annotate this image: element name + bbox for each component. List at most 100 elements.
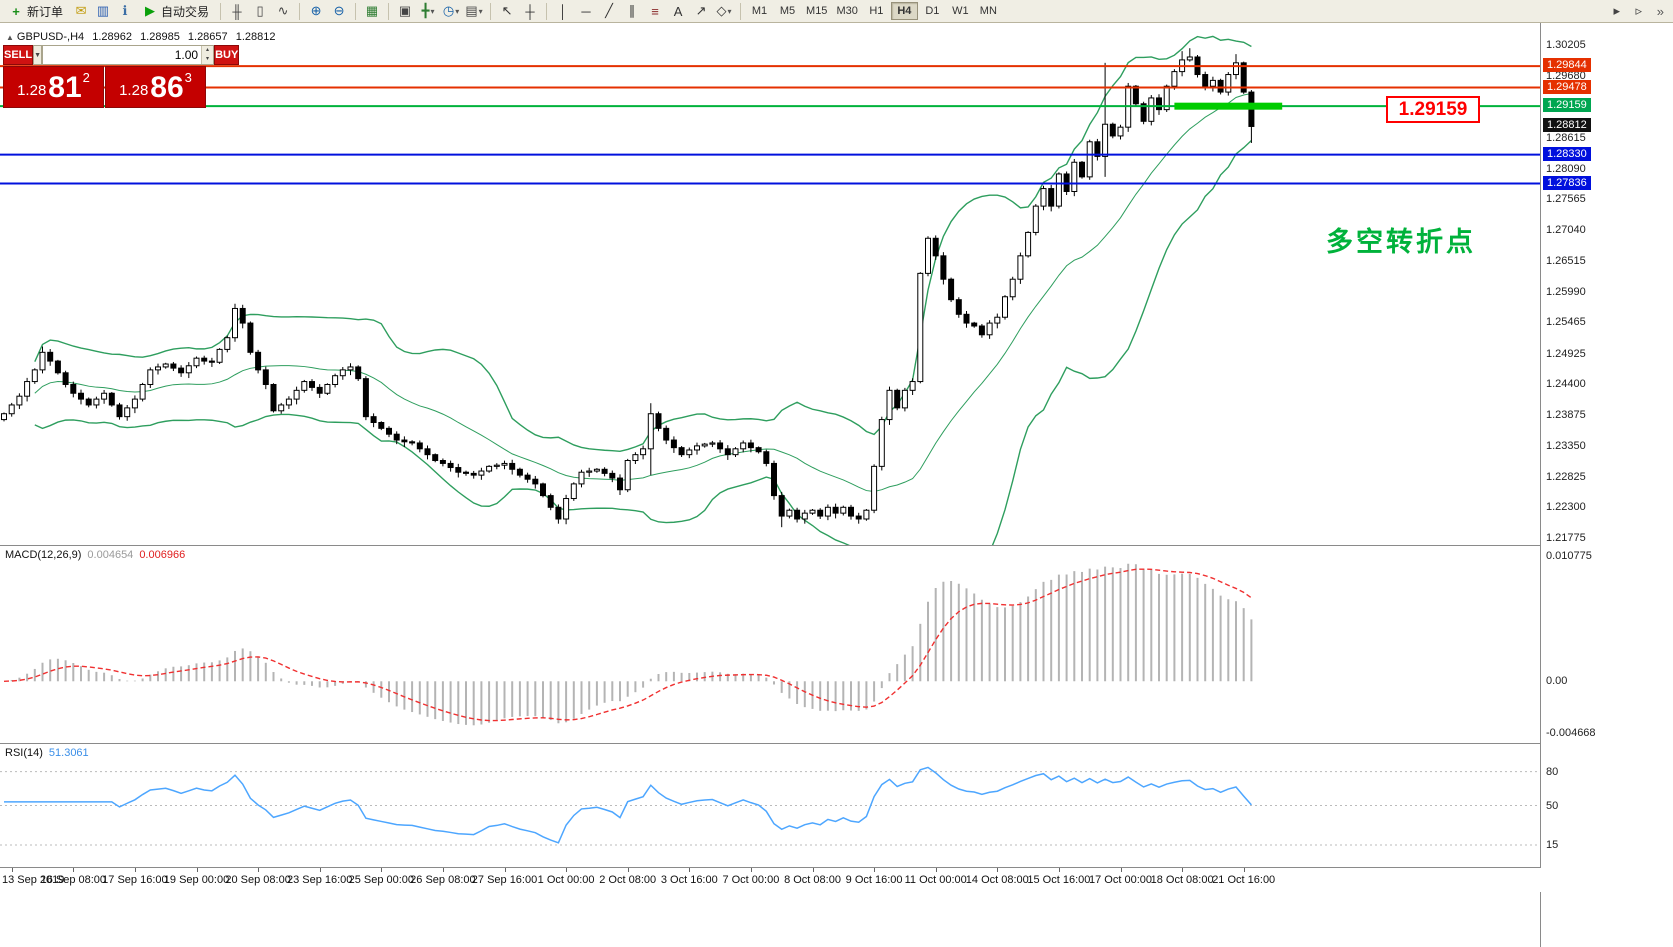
ohlc-open: 1.28962	[92, 31, 132, 43]
panel-separator-main-macd[interactable]	[0, 545, 1673, 546]
zoom-in-icon[interactable]: ⊕	[310, 3, 322, 18]
price-axis[interactable]: 1.30205 1.29680 1.28615 1.28090 1.27565 1.270…	[1540, 23, 1673, 947]
shapes-icon[interactable]: ◇ ▾	[716, 3, 732, 18]
text-icon[interactable]: A	[673, 3, 683, 19]
timeframe-m1-button[interactable]: M1	[751, 5, 768, 17]
dropdown-arrow-icon[interactable]: ▾	[455, 6, 460, 16]
timeframe-w1-button[interactable]: W1	[952, 5, 969, 17]
volume-box: ▴ ▾	[42, 45, 215, 65]
new-order-label: 新订单	[27, 4, 64, 19]
macd-label: MACD(12,26,9)	[5, 549, 82, 561]
toolbar-separator	[740, 2, 742, 20]
price-marker-label: 1.28812	[1543, 118, 1591, 133]
horizontal-line-icon[interactable]: ─	[581, 3, 591, 19]
tile-windows-icon[interactable]: ▣	[398, 3, 412, 18]
vertical-line-icon[interactable]: │	[558, 3, 568, 19]
dropdown-arrow-icon[interactable]: ▾	[478, 6, 483, 16]
macd-axis-min: -0.004668	[1546, 727, 1596, 739]
cursor-icon[interactable]: ↖	[501, 3, 513, 18]
time-tick	[73, 868, 75, 872]
ask-price-button[interactable]: 1.28 86 3	[105, 66, 206, 108]
time-label: 2 Oct 08:00	[599, 874, 657, 886]
price-tick-label: 1.22300	[1546, 501, 1586, 514]
ohlc-close: 1.28812	[235, 31, 276, 43]
timeframe-m15-button[interactable]: M15	[806, 5, 828, 17]
chart-ohlc-header: ▲ GBPUSD-,H4 1.28962 1.28985 1.28657 1.28…	[6, 31, 275, 43]
timeframe-d1-button[interactable]: D1	[925, 5, 940, 17]
indicators-icon[interactable]: ▤ ▾	[465, 3, 483, 18]
rsi-axis-label: 80	[1546, 765, 1559, 778]
time-tick	[874, 868, 876, 872]
crosshair-icon[interactable]: ┼	[525, 3, 535, 19]
price-tick-label: 1.26515	[1546, 254, 1586, 267]
time-label: 26 Sep 08:00	[410, 874, 476, 886]
timeframe-m5-button[interactable]: M5	[779, 5, 796, 17]
autotrading-label: 自动交易	[161, 4, 210, 19]
time-tick	[504, 868, 506, 872]
period-clock-icon[interactable]: ◷ ▾	[442, 3, 460, 18]
bid-price-button[interactable]: 1.28 81 2	[3, 66, 104, 108]
zoom-out-icon[interactable]: ⊖	[333, 3, 345, 18]
dropdown-arrow-icon[interactable]: ▾	[727, 6, 732, 16]
rsi-label: RSI(14)	[5, 747, 43, 759]
oneclick-collapse-icon[interactable]: ▲	[6, 33, 14, 42]
price-callout-label[interactable]: 1.29159	[1386, 96, 1480, 123]
bid-pip: 2	[82, 70, 90, 85]
macd-canvas[interactable]	[0, 546, 1540, 743]
sell-button[interactable]: SELL	[3, 45, 34, 65]
time-label: 9 Oct 16:00	[845, 874, 903, 886]
buy-button[interactable]: BUY	[214, 45, 240, 65]
symbol-label: GBPUSD-,H4	[16, 31, 85, 43]
market-watch-icon[interactable]: ▥	[96, 3, 110, 18]
arrow-tool-icon[interactable]: ↗	[695, 3, 707, 18]
rsi-canvas[interactable]	[0, 744, 1540, 867]
autotrading-button[interactable]: ▶ 自动交易	[137, 1, 215, 21]
timeframe-h1-button[interactable]: H1	[869, 5, 884, 17]
trendline-icon[interactable]: ╱	[605, 3, 613, 18]
time-label: 1 Oct 00:00	[537, 874, 595, 886]
volume-dropdown-icon[interactable]: ▼	[33, 45, 43, 65]
price-tick-label: 1.25990	[1546, 285, 1586, 298]
info-icon[interactable]: ℹ	[122, 3, 128, 18]
time-axis[interactable]: 13 Sep 2019 16 Sep 08:00 17 Sep 16:00 19 Se…	[0, 868, 1673, 892]
dropdown-arrow-icon[interactable]: ▾	[430, 6, 435, 16]
volume-up-icon[interactable]: ▴	[202, 46, 214, 55]
time-label: 14 Oct 08:00	[965, 874, 1029, 886]
timeframe-m30-button[interactable]: M30	[836, 5, 858, 17]
time-label: 15 Oct 16:00	[1027, 874, 1091, 886]
time-label: 27 Sep 16:00	[471, 874, 538, 886]
time-label: 17 Sep 16:00	[102, 874, 168, 886]
volume-down-icon[interactable]: ▾	[202, 55, 214, 64]
main-chart-canvas[interactable]	[0, 23, 1540, 545]
timeframe-h4-button[interactable]: H4	[890, 2, 918, 20]
channel-icon[interactable]: ∥	[628, 3, 636, 18]
timeframe-mn-button[interactable]: MN	[979, 5, 997, 17]
panel-separator-rsi-time[interactable]	[0, 867, 1673, 868]
fibonacci-icon[interactable]: ≡	[651, 3, 659, 19]
time-tick	[750, 868, 752, 872]
grid-icon[interactable]: ▦	[365, 3, 379, 18]
new-order-icon: +	[12, 3, 20, 19]
chart-autoscroll-icon[interactable]: ▸	[1613, 3, 1621, 18]
macd-axis-max: 0.010775	[1546, 550, 1592, 562]
panel-separator-macd-rsi[interactable]	[0, 743, 1673, 744]
toolbar-overflow-icon[interactable]: »	[1656, 3, 1664, 19]
price-marker-label: 1.28330	[1543, 146, 1591, 161]
time-tick	[319, 868, 321, 872]
price-marker-label: 1.29844	[1543, 58, 1591, 73]
chart-text-annotation[interactable]: 多空转折点	[1326, 227, 1476, 257]
price-tick-label: 1.28090	[1546, 162, 1586, 175]
crosshair-new-icon[interactable]: ╋ ▾	[421, 3, 435, 18]
new-order-button[interactable]: + 新订单	[3, 1, 69, 21]
price-tick-label: 1.25465	[1546, 316, 1586, 329]
rsi-axis-label: 15	[1546, 839, 1559, 852]
time-tick	[258, 868, 260, 872]
line-chart-icon[interactable]: ∿	[277, 3, 289, 18]
toolbar: + 新订单 ✉ ▥ ℹ ▶ 自动交易 ╫ ▯ ∿ ⊕ ⊖ ▦ ▣ ╋ ▾ ◷ ▾ ▤ ▾ ↖ ┼ │ ─ ╱ ∥ ≡ A ↗ ◇…	[0, 0, 1673, 23]
mail-icon[interactable]: ✉	[75, 3, 87, 18]
candlestick-icon[interactable]: ▯	[256, 3, 264, 18]
volume-input[interactable]	[43, 46, 202, 64]
chart-shift-icon[interactable]: ▹	[1635, 3, 1643, 18]
bar-chart-icon[interactable]: ╫	[232, 3, 242, 19]
